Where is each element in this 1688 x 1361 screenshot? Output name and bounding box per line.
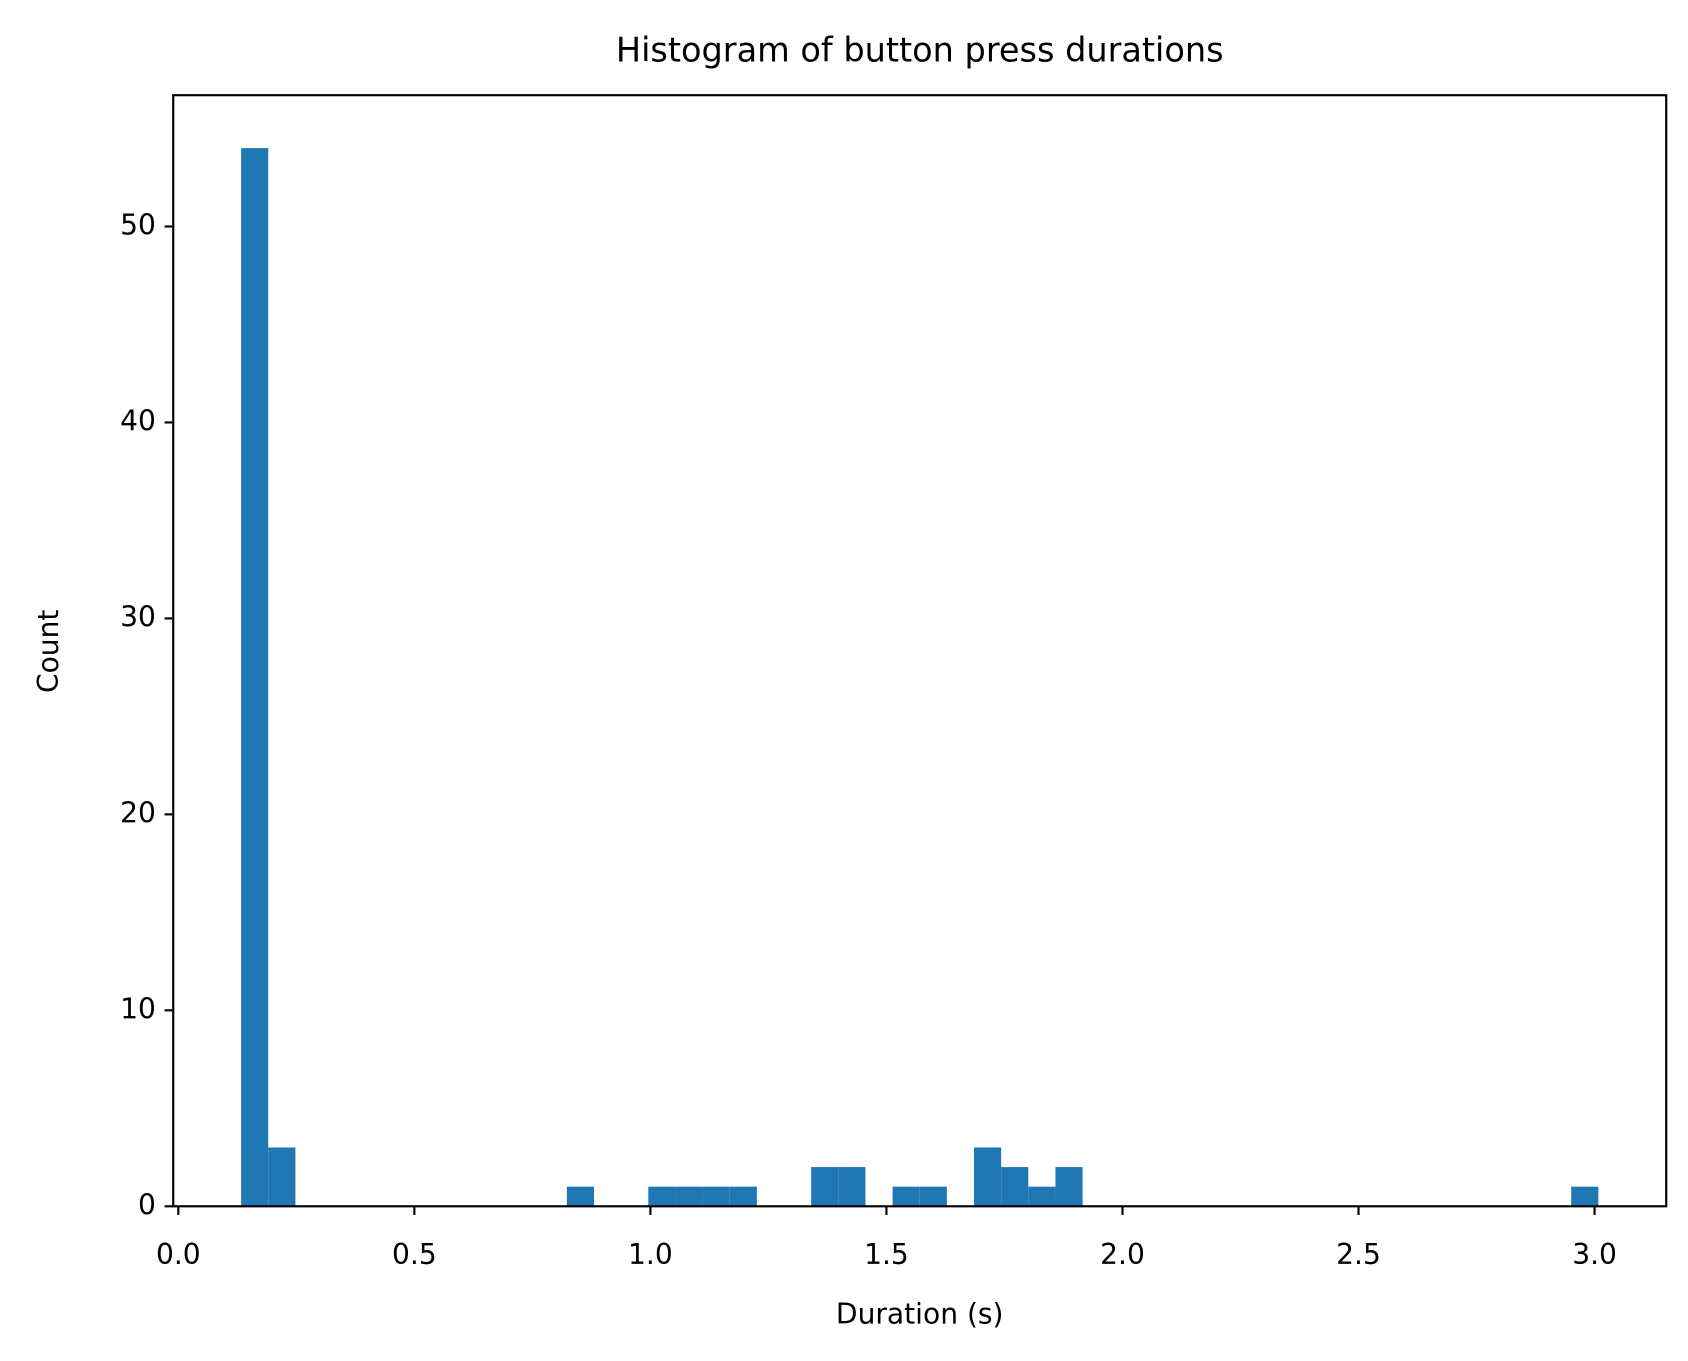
x-tick-label: 0.5 — [392, 1238, 437, 1271]
y-tick-label: 50 — [120, 208, 156, 241]
bar — [648, 1186, 676, 1207]
x-tick-label: 2.5 — [1336, 1238, 1381, 1271]
chart-title: Histogram of button press durations — [616, 30, 1224, 69]
bar — [974, 1147, 1002, 1207]
x-tick-label: 2.0 — [1100, 1238, 1145, 1271]
bar — [838, 1167, 866, 1207]
bar — [1055, 1167, 1083, 1207]
bar — [675, 1186, 703, 1207]
bar — [1028, 1186, 1056, 1207]
plot-frame — [172, 94, 1668, 1208]
bar — [1571, 1186, 1599, 1207]
bar — [729, 1186, 757, 1207]
bar — [566, 1186, 594, 1207]
x-tick-label: 0.0 — [156, 1238, 201, 1271]
bar — [811, 1167, 839, 1207]
y-axis-label: Count — [32, 610, 65, 693]
bar — [268, 1147, 296, 1207]
y-tick-label: 30 — [120, 600, 156, 633]
bar — [919, 1186, 947, 1207]
y-tick-label: 0 — [138, 1188, 156, 1221]
x-tick-label: 3.0 — [1572, 1238, 1617, 1271]
bar — [702, 1186, 730, 1207]
x-tick-label: 1.5 — [864, 1238, 909, 1271]
x-axis-label: Duration (s) — [836, 1298, 1004, 1331]
bar — [1001, 1167, 1029, 1207]
y-tick-label: 10 — [120, 992, 156, 1025]
bar — [241, 148, 269, 1207]
x-tick-label: 1.0 — [628, 1238, 673, 1271]
bar — [892, 1186, 920, 1207]
y-tick-label: 20 — [120, 796, 156, 829]
y-tick-label: 40 — [120, 404, 156, 437]
